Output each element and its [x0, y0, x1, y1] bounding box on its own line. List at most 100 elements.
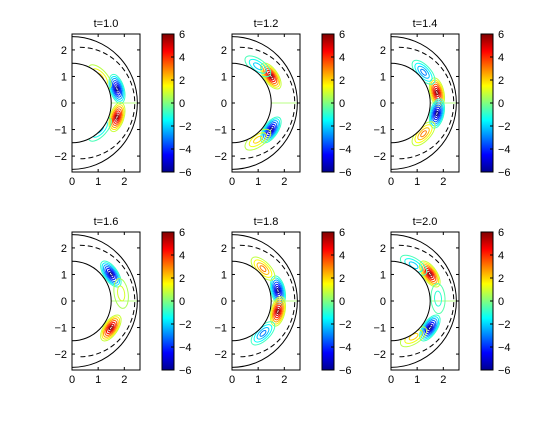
y-tick-label: 1 — [221, 269, 227, 281]
colorbar-tick-label: −4 — [339, 144, 352, 156]
x-tick-label: 2 — [121, 374, 127, 386]
x-tick-label: 0 — [388, 374, 394, 386]
contour-line — [115, 86, 119, 92]
contour-line — [411, 121, 436, 147]
contour-line — [110, 78, 124, 100]
x-tick-label: 2 — [281, 374, 287, 386]
contour-line — [419, 314, 441, 342]
contour-line — [256, 262, 270, 275]
inner-boundary — [71, 260, 112, 342]
colorbar-tick-label: −6 — [498, 167, 511, 179]
contour-line — [433, 106, 441, 121]
contour-line — [109, 75, 125, 102]
contour-line — [115, 114, 119, 120]
colorbar-tick-label: 0 — [179, 98, 185, 110]
contour-line — [435, 89, 439, 96]
panel-title: t=1.8 — [254, 216, 279, 228]
y-tick-label: −2 — [54, 151, 67, 163]
contour-line — [108, 325, 113, 331]
contour-line — [104, 320, 118, 336]
contour-line — [105, 267, 116, 281]
contour-line — [427, 271, 432, 277]
y-tick-label: −2 — [373, 151, 386, 163]
contour-lobe-2 — [269, 296, 287, 327]
contour-line — [434, 108, 440, 119]
inner-boundary — [390, 62, 431, 144]
colorbar-tick-label: −2 — [179, 121, 192, 133]
contour-line — [113, 110, 121, 124]
contour-line — [417, 65, 430, 79]
contour-line — [267, 125, 275, 135]
colorbar-tick-label: 2 — [179, 75, 185, 87]
x-tick-label: 2 — [440, 374, 446, 386]
contour-line — [109, 104, 125, 131]
x-tick-label: 1 — [95, 176, 101, 188]
colorbar-tick-label: −2 — [498, 319, 511, 331]
dashed-interface — [398, 244, 455, 358]
contour-line — [105, 321, 116, 335]
x-tick-label: 0 — [229, 176, 235, 188]
contour-line — [248, 58, 267, 74]
contour-lobe-4 — [399, 326, 428, 348]
contour-line — [253, 62, 263, 71]
y-tick-label: −1 — [54, 125, 67, 137]
contour-line — [426, 269, 434, 279]
panel-title: t=1.0 — [94, 18, 119, 30]
y-tick-label: 0 — [380, 98, 386, 110]
contour-line — [265, 123, 276, 137]
contour-line — [420, 68, 427, 76]
contour-lobe-4 — [244, 128, 272, 151]
contour-field — [232, 55, 298, 151]
contour-field — [72, 64, 138, 142]
contour-line — [114, 112, 120, 122]
x-tick-label: 1 — [414, 374, 420, 386]
y-tick-label: −2 — [373, 349, 386, 361]
colorbar-tick-label: −6 — [179, 365, 192, 377]
y-tick-label: 0 — [61, 296, 67, 308]
colorbar-tick-label: 0 — [339, 296, 345, 308]
contour-line — [113, 278, 129, 309]
contour-lobe-2 — [100, 314, 122, 342]
contour-line — [113, 82, 121, 96]
inner-boundary — [231, 260, 272, 342]
y-tick-label: 2 — [380, 243, 386, 255]
contour-line — [111, 80, 123, 98]
colorbar-tick-label: −2 — [498, 121, 511, 133]
contour-line — [417, 127, 430, 141]
panel-6: t=2.0 0 1 2 2 1 0 −1 −2 6 4 2 0 −2 −4 −6 — [373, 216, 510, 386]
x-tick-label: 1 — [414, 176, 420, 188]
panel-title: t=2.0 — [413, 216, 438, 228]
colorbar-tick-label: 2 — [179, 273, 185, 285]
contour-line — [428, 98, 446, 129]
y-tick-label: 2 — [61, 243, 67, 255]
colorbar-tick-label: −6 — [339, 365, 352, 377]
y-tick-label: 1 — [380, 71, 386, 83]
colorbar-tick-label: 4 — [339, 52, 345, 64]
colorbar-tick-label: 6 — [179, 29, 185, 41]
contour-line — [434, 290, 443, 307]
colorbar-tick-label: 6 — [498, 227, 504, 239]
y-tick-label: 2 — [221, 45, 227, 57]
contour-line — [268, 73, 273, 79]
colorbar-tick-label: −4 — [498, 144, 511, 156]
colorbar-tick-label: −4 — [179, 144, 192, 156]
x-tick-label: 0 — [69, 374, 75, 386]
x-tick-label: 1 — [255, 176, 261, 188]
contour-line — [428, 77, 446, 108]
contour-line — [274, 304, 282, 319]
contour-line — [108, 102, 126, 133]
y-tick-label: −1 — [214, 125, 227, 137]
panel-5: t=1.8 0 1 2 2 1 0 −1 −2 6 4 2 0 −2 −4 −6 — [214, 216, 351, 386]
x-tick-label: 2 — [440, 176, 446, 188]
colorbar-tick-label: −2 — [339, 121, 352, 133]
contour-line — [103, 318, 119, 338]
colorbar-tick-label: 6 — [498, 29, 504, 41]
contour-line — [107, 269, 115, 279]
dashed-interface — [239, 244, 296, 358]
contour-line — [411, 59, 436, 85]
contour-line — [101, 262, 121, 286]
x-tick-label: 2 — [281, 176, 287, 188]
contour-line — [265, 69, 276, 83]
panel-4: t=1.6 0 1 2 2 1 0 −1 −2 6 4 2 0 −2 −4 −6 — [54, 216, 191, 386]
y-tick-label: −1 — [373, 125, 386, 137]
